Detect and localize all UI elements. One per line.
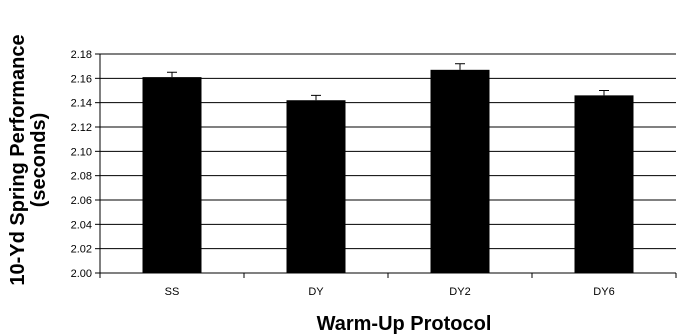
y-tick-label: 2.08 <box>71 171 92 183</box>
y-axis-ticks: 2.00 2.02 2.04 2.06 2.08 2.10 2.12 2.14 2.16 2.18 <box>71 49 100 280</box>
y-tick-label: 2.06 <box>71 195 92 207</box>
x-tick-label-dy2: DY2 <box>449 286 470 298</box>
y-tick-label: 2.18 <box>71 49 92 61</box>
x-axis-categories: SS DY DY2 DY6 <box>99 273 677 298</box>
y-tick-label: 2.14 <box>71 98 92 110</box>
error-bars <box>167 63 609 101</box>
bars <box>142 69 634 273</box>
y-tick-label: 2.16 <box>71 73 92 85</box>
bar-dy6 <box>574 95 634 273</box>
x-axis-title: Warm-Up Protocol <box>317 313 492 335</box>
y-tick-label: 2.00 <box>71 268 92 280</box>
bar-dy <box>286 100 346 273</box>
x-tick-label-ss: SS <box>165 286 180 298</box>
y-axis-title: 10-Yd Spring Performance (seconds) <box>7 34 50 285</box>
bar-ss <box>142 77 202 273</box>
y-axis-title-line1: 10-Yd Spring Performance <box>7 34 29 285</box>
y-tick-label: 2.12 <box>71 122 92 134</box>
y-tick-label: 2.04 <box>71 219 92 231</box>
bar-dy2 <box>430 69 490 273</box>
y-tick-label: 2.10 <box>71 146 92 158</box>
x-tick-label-dy6: DY6 <box>593 286 614 298</box>
y-axis-title-line2: (seconds) <box>28 113 50 207</box>
y-tick-label: 2.02 <box>71 244 92 256</box>
x-tick-label-dy: DY <box>308 286 324 298</box>
